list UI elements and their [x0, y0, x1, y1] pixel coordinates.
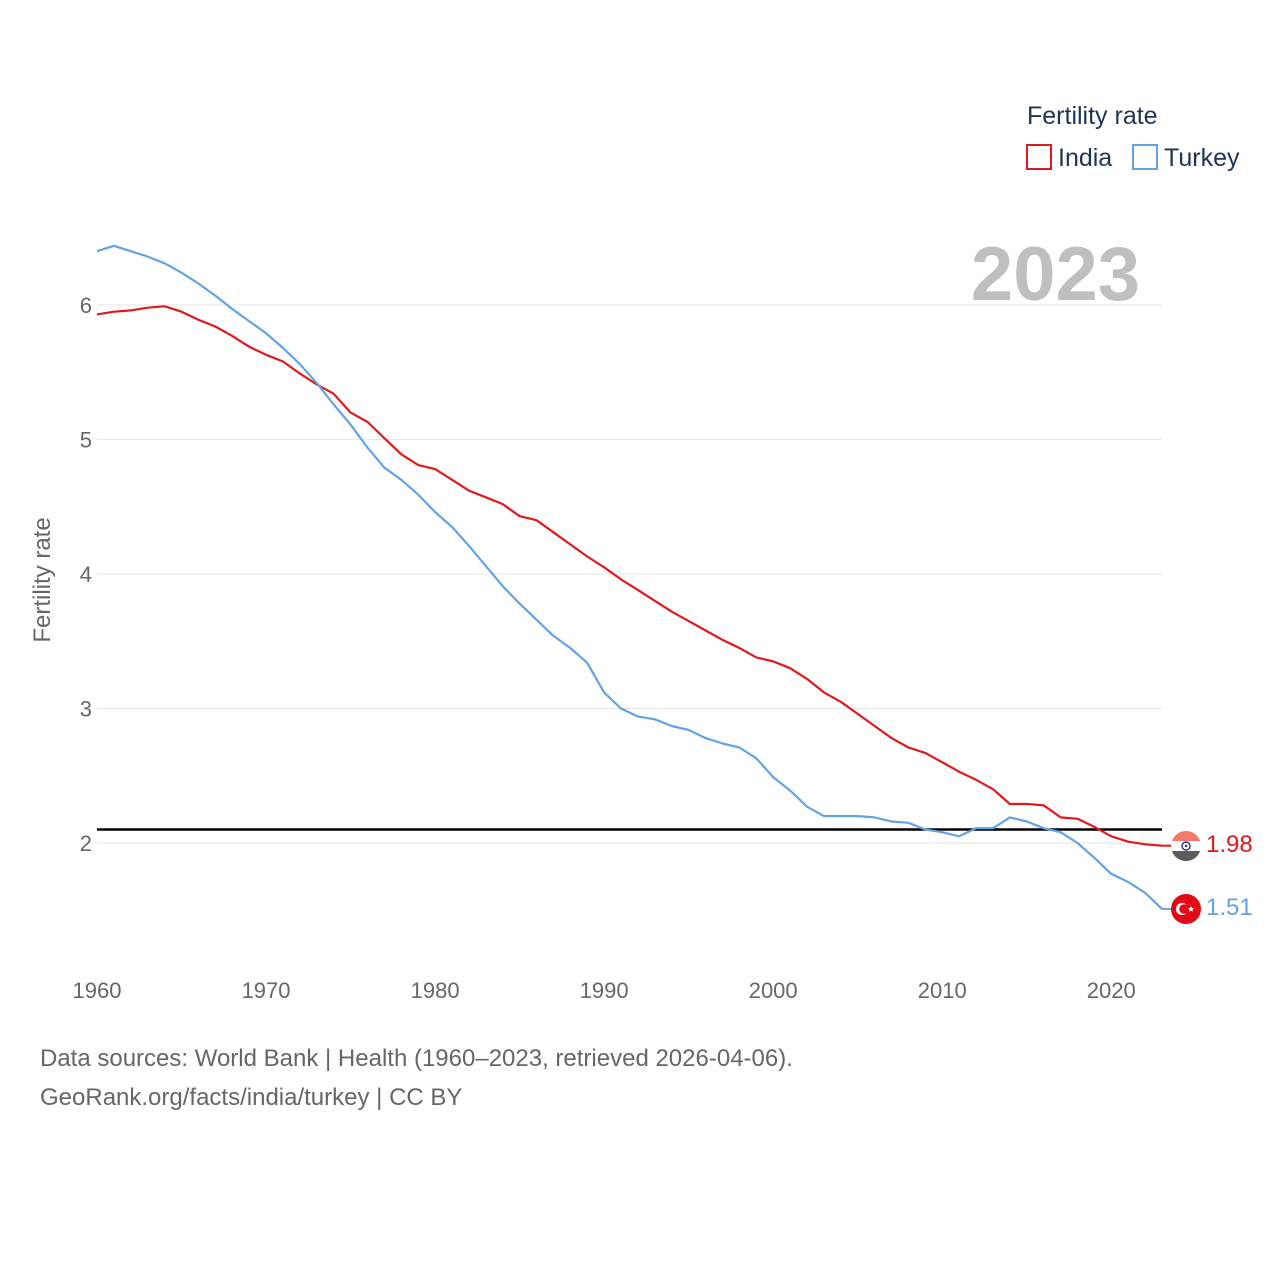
legend-label-india: India — [1058, 144, 1112, 172]
x-tick-label: 1980 — [411, 978, 460, 1003]
legend: Fertility rate India Turkey — [1026, 102, 1240, 172]
legend-item-turkey[interactable]: Turkey — [1132, 144, 1240, 172]
legend-item-india[interactable]: India — [1026, 144, 1112, 172]
x-tick-label: 2020 — [1087, 978, 1136, 1003]
x-tick-label: 2010 — [918, 978, 967, 1003]
x-tick-label: 1970 — [242, 978, 291, 1003]
y-tick-label: 5 — [80, 428, 92, 453]
series-line-turkey[interactable] — [96, 244, 1163, 910]
y-tick-label: 4 — [80, 562, 92, 587]
legend-title: Fertility rate — [1027, 102, 1158, 130]
india-flag-icon — [1171, 831, 1201, 861]
end-label-india: 1.98 — [1206, 831, 1253, 858]
line-chart: 2 3 4 5 6 1960 1970 1980 1990 2000 2010 2020 Ferti… — [29, 102, 1253, 1003]
legend-swatch-turkey — [1132, 144, 1158, 170]
end-label-turkey: 1.51 — [1206, 894, 1253, 921]
footer-sources: Data sources: World Bank | Health (1960–… — [40, 1045, 793, 1072]
x-tick-label: 2000 — [749, 978, 798, 1003]
series-line-india[interactable] — [96, 305, 1163, 847]
x-tick-label: 1960 — [73, 978, 122, 1003]
y-tick-label: 2 — [80, 831, 92, 856]
x-tick-labels: 1960 1970 1980 1990 2000 2010 2020 — [73, 978, 1136, 1003]
turkey-flag-icon — [1171, 894, 1201, 924]
y-tick-label: 6 — [80, 293, 92, 318]
legend-label-turkey: Turkey — [1164, 144, 1240, 172]
legend-swatch-india — [1026, 144, 1052, 170]
y-axis-title: Fertility rate — [29, 517, 56, 642]
grid-lines — [97, 304, 1162, 844]
series-lines — [96, 244, 1172, 910]
current-year-label: 2023 — [971, 232, 1140, 317]
x-tick-label: 1990 — [580, 978, 629, 1003]
footer-credit: GeoRank.org/facts/india/turkey | CC BY — [40, 1084, 463, 1111]
y-tick-labels: 2 3 4 5 6 — [80, 293, 92, 856]
y-tick-label: 3 — [80, 697, 92, 722]
